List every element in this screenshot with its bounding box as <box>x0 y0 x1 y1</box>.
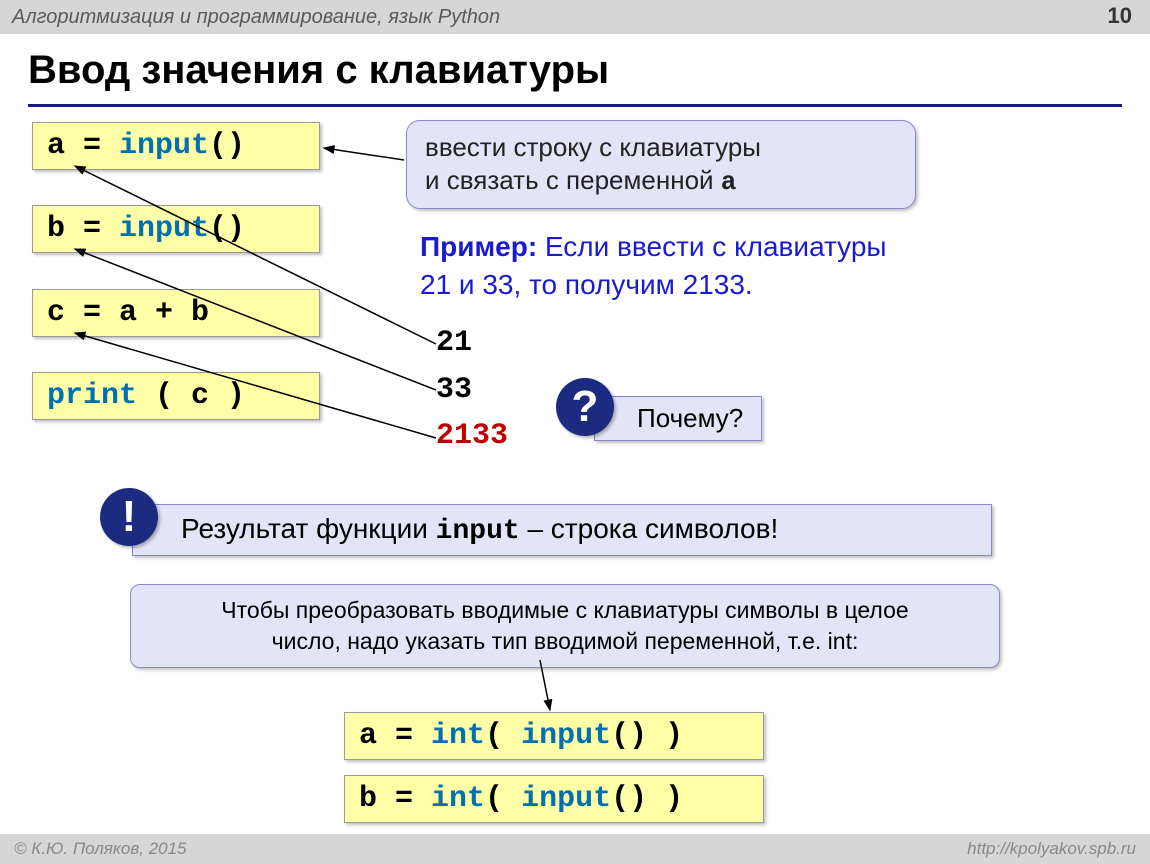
code-block-print: print ( c ) <box>32 372 320 420</box>
output-lines: 21 33 2133 <box>436 320 508 460</box>
info-box: Результат функции input – строка символо… <box>132 504 992 556</box>
footer-bar: © К.Ю. Поляков, 2015 http://kpolyakov.sp… <box>0 834 1150 864</box>
exclamation-icon: ! <box>100 488 158 546</box>
slide-title: Ввод значения с клавиатуры <box>28 48 609 93</box>
question-icon: ? <box>556 378 614 436</box>
code-block-b-input: b = input() <box>32 205 320 253</box>
code-block-c-sum: c = a + b <box>32 289 320 337</box>
question-box: Почему? <box>594 396 762 441</box>
code-block-a-input: a = input() <box>32 122 320 170</box>
footer-right: http://kpolyakov.spb.ru <box>967 839 1136 859</box>
callout-input-desc: ввести строку с клавиатуры и связать с п… <box>406 120 916 209</box>
code-block-b-int-input: b = int( input() ) <box>344 775 764 823</box>
tip-box: Чтобы преобразовать вводимые с клавиатур… <box>130 584 1000 668</box>
example-text: Пример: Если ввести с клавиатуры 21 и 33… <box>420 228 887 304</box>
page-number: 10 <box>1108 3 1132 29</box>
header-bar: Алгоритмизация и программирование, язык … <box>0 0 1150 34</box>
footer-left: © К.Ю. Поляков, 2015 <box>14 839 187 859</box>
title-underline <box>28 104 1122 107</box>
code-block-a-int-input: a = int( input() ) <box>344 712 764 760</box>
header-text: Алгоритмизация и программирование, язык … <box>12 6 500 29</box>
